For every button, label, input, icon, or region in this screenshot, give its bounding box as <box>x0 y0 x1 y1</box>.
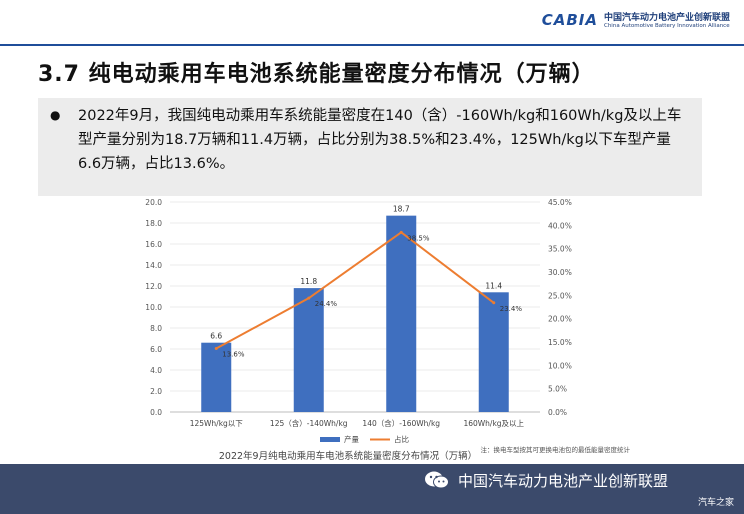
line-path <box>215 231 495 350</box>
right-tick-label: 20.0% <box>548 315 572 324</box>
line-value-label: 23.4% <box>500 305 523 313</box>
bar <box>293 288 324 412</box>
right-tick-label: 30.0% <box>548 268 572 277</box>
right-tick-label: 5.0% <box>548 385 567 394</box>
summary-box: ● 2022年9月，我国纯电动乘用车系统能量密度在140（含）-160Wh/kg… <box>38 98 702 196</box>
bar-value-label: 6.6 <box>210 332 222 341</box>
right-tick-label: 15.0% <box>548 338 572 347</box>
line-value-label: 38.5% <box>407 234 430 242</box>
line-point <box>492 301 496 305</box>
bar-value-label: 18.7 <box>393 205 410 214</box>
bar-value-label: 11.8 <box>300 277 317 286</box>
bar <box>386 215 417 412</box>
line-series <box>214 230 496 351</box>
bar-series <box>201 215 509 412</box>
logo-text: 中国汽车动力电池产业创新联盟 China Automotive Battery … <box>604 10 730 29</box>
summary-text: 2022年9月，我国纯电动乘用车系统能量密度在140（含）-160Wh/kg和1… <box>78 108 682 172</box>
header-bar: CABIA 中国汽车动力电池产业创新联盟 China Automotive Ba… <box>0 0 744 44</box>
bar-line-chart: 0.0 2.0 4.0 6.0 8.0 10.0 12.0 14.0 16.0 18.0 20.0 0… <box>145 198 631 462</box>
footer-bar <box>0 464 744 514</box>
chart-title: 2022年9月纯电动乘用车电池系统能量密度分布情况（万辆） <box>219 450 477 462</box>
right-tick-label: 25.0% <box>548 291 572 300</box>
category-label: 160Wh/kg及以上 <box>463 419 524 428</box>
category-label: 125（含）-140Wh/kg <box>270 418 348 428</box>
legend-bar-swatch <box>320 437 340 442</box>
line-point <box>214 347 218 351</box>
left-tick-label: 2.0 <box>150 387 162 396</box>
header-rule <box>0 44 744 46</box>
left-tick-label: 4.0 <box>150 366 162 375</box>
left-tick-label: 0.0 <box>150 408 162 417</box>
cabia-logo: CABIA 中国汽车动力电池产业创新联盟 China Automotive Ba… <box>541 10 730 30</box>
left-tick-label: 20.0 <box>145 198 162 207</box>
right-tick-label: 0.0% <box>548 408 567 417</box>
watermark: 汽车之家 <box>697 498 734 508</box>
bullet-dot-icon: ● <box>50 108 61 122</box>
bar <box>478 292 509 412</box>
bar <box>201 342 232 412</box>
footer-text: 中国汽车动力电池产业创新联盟 <box>458 472 669 490</box>
wechat-icon <box>425 471 449 489</box>
logo-cn: 中国汽车动力电池产业创新联盟 <box>603 13 730 23</box>
right-tick-label: 40.0% <box>548 221 572 230</box>
category-label: 125Wh/kg以下 <box>190 419 244 428</box>
right-tick-label: 10.0% <box>548 361 572 370</box>
chart-note: 注：换电车型按其可更换电池包的最低能量密度统计 <box>481 445 631 454</box>
left-tick-label: 12.0 <box>145 282 162 291</box>
line-point <box>399 230 403 234</box>
slide-title: 3.7 纯电动乘用车电池系统能量密度分布情况（万辆） <box>38 62 595 87</box>
line-point <box>307 296 311 300</box>
line-value-label: 13.6% <box>222 351 245 359</box>
left-tick-label: 6.0 <box>150 345 162 354</box>
right-tick-label: 35.0% <box>548 245 572 254</box>
legend-line-label: 占比 <box>394 434 409 444</box>
left-tick-label: 16.0 <box>145 240 162 249</box>
left-tick-label: 18.0 <box>145 219 162 228</box>
line-value-label: 24.4% <box>315 300 338 308</box>
left-tick-label: 14.0 <box>145 261 162 270</box>
data-labels: 6.6 11.8 18.7 11.4 13.6% 24.4% 38.5% 23.4% <box>210 205 522 359</box>
right-tick-label: 45.0% <box>548 198 572 207</box>
logo-en: China Automotive Battery Innovation Alli… <box>603 23 730 29</box>
logo-mark: CABIA <box>541 10 598 29</box>
bar-value-label: 11.4 <box>485 281 502 290</box>
chart-axes: 0.0 2.0 4.0 6.0 8.0 10.0 12.0 14.0 16.0 18.0 20.0 0… <box>145 198 572 428</box>
chart-legend: 产量 占比 <box>320 434 409 444</box>
left-tick-label: 10.0 <box>145 303 162 312</box>
left-tick-label: 8.0 <box>150 324 162 333</box>
legend-bar-label: 产量 <box>344 434 359 444</box>
category-label: 140（含）-160Wh/kg <box>362 418 440 428</box>
